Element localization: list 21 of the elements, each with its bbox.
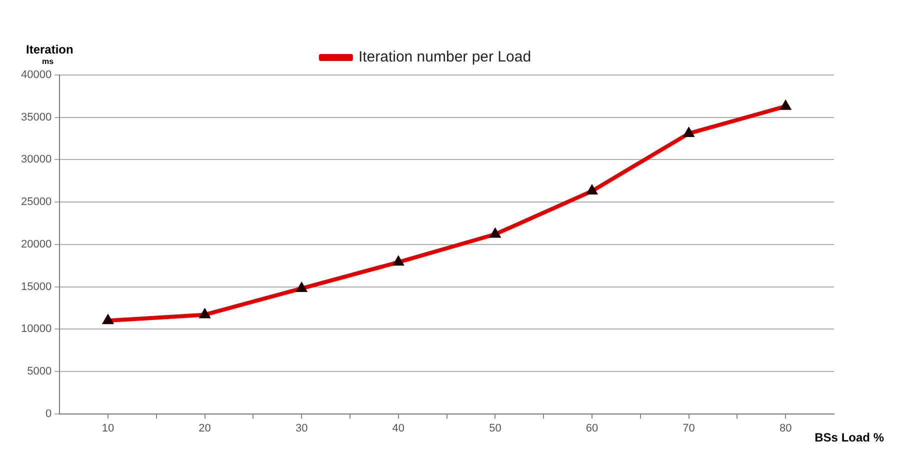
x-tick-label: 50 [489,422,502,434]
y-axis-title: Iteration [26,42,74,56]
text: ms [42,57,54,66]
x-tick-label: 80 [779,422,792,434]
y-tick-label: 15000 [20,280,52,293]
y-tick-label: 0 [45,408,52,420]
y-tick-label: 35000 [20,111,52,124]
x-tick-label: 10 [102,422,114,434]
x-tick-label: 70 [682,422,695,434]
y-tick-label: 10000 [20,323,52,336]
y-tick-label: 5000 [27,365,52,378]
x-axis-title: BSs Load % [814,430,884,444]
y-tick-label: 20000 [20,238,52,250]
x-tick-label: 60 [586,422,598,434]
x-tick-label: 30 [295,422,308,434]
y-tick-label: 25000 [20,196,52,208]
x-tick-label: 40 [392,422,405,434]
x-tick-label: 20 [198,422,211,434]
y-tick-label: 40000 [20,69,52,82]
legend-label: Iteration number per Load [358,48,532,66]
y-tick-label: 30000 [20,154,52,166]
